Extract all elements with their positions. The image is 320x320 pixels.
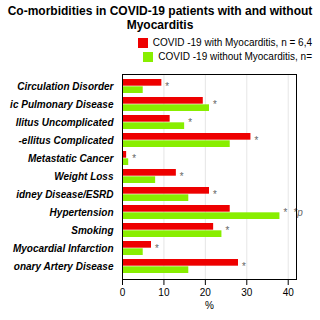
svg-text:30: 30 — [241, 287, 253, 298]
svg-text:*: * — [165, 81, 170, 92]
svg-text:Metastatic Cancer: Metastatic Cancer — [28, 153, 115, 164]
svg-text:*: * — [188, 117, 193, 128]
svg-text:*: * — [179, 171, 184, 182]
svg-text:Hypertension: Hypertension — [50, 207, 114, 218]
svg-text:*: * — [254, 135, 259, 146]
svg-text:*: * — [225, 225, 230, 236]
svg-text:-ellitus Complicated: -ellitus Complicated — [18, 135, 114, 146]
svg-text:onary Artery Disease: onary Artery Disease — [14, 261, 114, 272]
svg-text:*: * — [132, 153, 137, 164]
html-text:Co-morbidities in COVID-19 pat: Co-morbidities in COVID-19 patients with… — [7, 4, 313, 32]
svg-text:10: 10 — [158, 287, 170, 298]
svg-text:Circulation Disorder: Circulation Disorder — [17, 81, 114, 92]
svg-text:*p: *p — [293, 207, 303, 218]
svg-text:llitus Uncomplicated: llitus Uncomplicated — [16, 117, 115, 128]
svg-text:ic Pulmonary Disease: ic Pulmonary Disease — [10, 99, 114, 110]
svg-text:%: % — [205, 300, 214, 311]
svg-text:Smoking: Smoking — [71, 225, 113, 236]
svg-text:Weight Loss: Weight Loss — [54, 171, 114, 182]
svg-text:*: * — [213, 189, 218, 200]
svg-text:*: * — [213, 99, 218, 110]
html-text:COVID -19 with Myocarditis, n: COVID -19 with Myocarditis, n = 6,4 — [152, 37, 312, 48]
svg-text:Myocardial Infarction: Myocardial Infarction — [13, 243, 114, 254]
svg-text:20: 20 — [200, 287, 212, 298]
svg-text:*: * — [242, 261, 247, 272]
svg-text:idney Disease/ESRD: idney Disease/ESRD — [16, 189, 113, 200]
svg-text:*: * — [155, 243, 160, 254]
svg-text:40: 40 — [283, 287, 295, 298]
html-text:COVID -19 without Myocarditis,: COVID -19 without Myocarditis, n= — [158, 51, 312, 62]
svg-text:0: 0 — [120, 287, 126, 298]
svg-text:*: * — [283, 207, 288, 218]
